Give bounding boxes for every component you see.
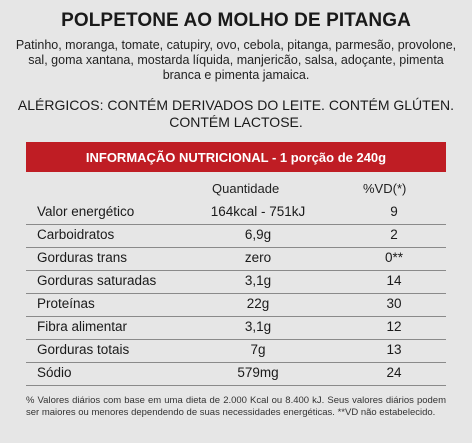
- row-name: Sódio: [37, 365, 72, 380]
- row-vd: 2: [390, 227, 398, 242]
- table-row: Proteínas 22g 30: [26, 292, 446, 315]
- row-quantity: 7g: [250, 342, 266, 357]
- row-vd: 0**: [384, 250, 403, 265]
- table-row: Fibra alimentar 3,1g 12: [26, 315, 446, 338]
- footnote-text: % Valores diários com base em uma dieta …: [26, 395, 446, 418]
- row-quantity: 579mg: [237, 365, 279, 380]
- row-name: Gorduras trans: [37, 250, 128, 265]
- table-row: Gorduras saturadas 3,1g 14: [26, 269, 446, 292]
- ingredients-text: Patinho, moranga, tomate, catupiry, ovo,…: [15, 38, 457, 82]
- row-vd: 14: [386, 273, 402, 288]
- column-header-quantity: Quantidade: [212, 181, 280, 196]
- row-name: Carboidratos: [37, 227, 115, 242]
- table-row: Gorduras totais 7g 13: [26, 338, 446, 361]
- row-quantity: 6,9g: [244, 227, 272, 242]
- row-divider: [26, 247, 446, 248]
- allergens-text: ALÉRGICOS: CONTÉM DERIVADOS DO LEITE. CO…: [17, 97, 455, 130]
- table-row: Carboidratos 6,9g 2: [26, 223, 446, 246]
- nutrition-header-label: INFORMAÇÃO NUTRICIONAL - 1 porção de 240…: [85, 149, 387, 165]
- row-quantity: 164kcal - 751kJ: [210, 204, 306, 219]
- table-row: Valor energético 164kcal - 751kJ 9: [26, 200, 446, 223]
- row-divider: [26, 293, 446, 294]
- nutrition-header-banner: INFORMAÇÃO NUTRICIONAL - 1 porção de 240…: [26, 142, 446, 172]
- row-vd: 9: [390, 204, 398, 219]
- table-row: Sódio 579mg 24: [26, 361, 446, 384]
- row-name: Fibra alimentar: [37, 319, 128, 334]
- product-title: POLPETONE AO MOLHO DE PITANGA: [61, 10, 411, 31]
- row-name: Valor energético: [37, 204, 135, 219]
- row-vd: 24: [386, 365, 402, 380]
- row-name: Proteínas: [37, 296, 95, 311]
- row-quantity: zero: [244, 250, 272, 265]
- row-quantity: 22g: [246, 296, 270, 311]
- row-divider: [26, 339, 446, 340]
- row-vd: 12: [386, 319, 402, 334]
- row-quantity: 3,1g: [244, 273, 272, 288]
- row-divider: [26, 224, 446, 225]
- column-header-vd: %VD(*): [363, 181, 407, 196]
- row-vd: 13: [386, 342, 402, 357]
- row-vd: 30: [386, 296, 402, 311]
- table-row: Gorduras trans zero 0**: [26, 246, 446, 269]
- row-name: Gorduras saturadas: [37, 273, 157, 288]
- row-divider: [26, 270, 446, 271]
- row-divider: [26, 362, 446, 363]
- row-quantity: 3,1g: [244, 319, 272, 334]
- row-divider: [26, 385, 446, 386]
- row-name: Gorduras totais: [37, 342, 130, 357]
- row-divider: [26, 316, 446, 317]
